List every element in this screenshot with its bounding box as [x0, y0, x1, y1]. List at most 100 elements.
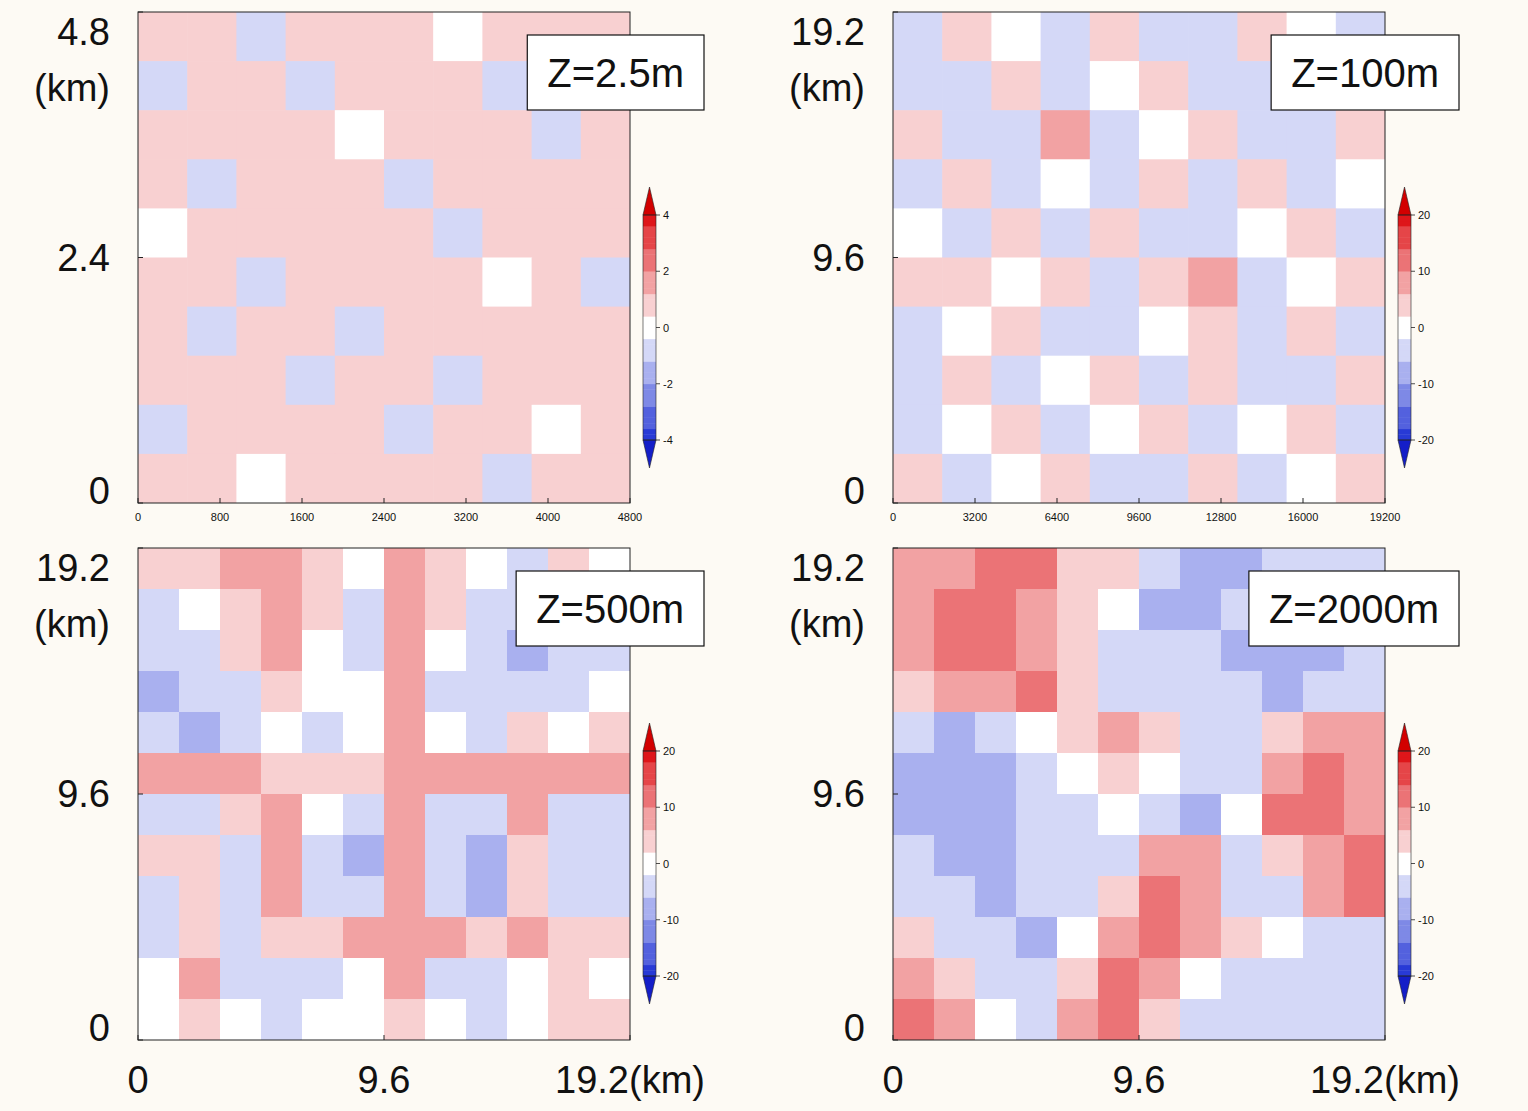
cell	[286, 307, 336, 357]
colorbar-band	[643, 892, 656, 898]
title-frame	[1249, 571, 1459, 646]
cell	[179, 589, 221, 631]
y-axis-unit: (km)	[34, 67, 110, 109]
cell	[1237, 307, 1287, 357]
cell	[236, 61, 286, 111]
cell	[138, 589, 180, 631]
cell	[1041, 159, 1091, 209]
colorbar-band	[643, 931, 656, 937]
cell	[335, 208, 385, 258]
colorbar-band	[643, 328, 656, 334]
colorbar-tick-label: 10	[1418, 265, 1430, 277]
cell	[384, 307, 434, 357]
cell	[1303, 876, 1345, 918]
colorbar-band	[643, 260, 656, 266]
cell	[384, 835, 426, 877]
cell	[286, 405, 336, 455]
cell	[934, 630, 976, 672]
cell	[975, 589, 1017, 631]
cell	[532, 405, 582, 455]
colorbar-band	[643, 395, 656, 401]
cell	[1016, 548, 1058, 590]
cell	[384, 876, 426, 918]
colorbar-frame	[1398, 751, 1411, 976]
colorbar-tick-label: -20	[1418, 970, 1434, 982]
cell	[532, 307, 582, 357]
y-tick-label: 9.6	[57, 773, 110, 815]
cell	[1237, 356, 1287, 406]
cell	[433, 110, 483, 160]
cell	[138, 454, 188, 503]
cell	[335, 405, 385, 455]
cell	[384, 12, 434, 62]
cell	[433, 159, 483, 209]
cell	[1139, 958, 1181, 1000]
colorbar-band	[1398, 384, 1411, 390]
colorbar-band	[1398, 226, 1411, 232]
cell	[893, 589, 935, 631]
cell	[1303, 999, 1345, 1040]
cell	[548, 917, 590, 959]
cell	[138, 356, 188, 406]
cell	[384, 671, 426, 713]
cell	[384, 794, 426, 836]
colorbar-band	[1398, 232, 1411, 238]
panel-title: Z=500m	[536, 587, 684, 631]
title-box: Z=500m	[516, 571, 704, 646]
cell	[261, 835, 303, 877]
colorbar-tick	[1411, 383, 1415, 384]
cell	[1016, 958, 1058, 1000]
cell	[138, 159, 188, 209]
cell	[1180, 999, 1222, 1040]
cell	[343, 753, 385, 795]
title-frame	[1271, 35, 1459, 110]
cell	[991, 258, 1041, 308]
cell	[1262, 876, 1304, 918]
cell	[425, 835, 467, 877]
cell	[1057, 917, 1099, 959]
cell	[179, 753, 221, 795]
colorbar-band	[643, 283, 656, 289]
colorbar-tick-label: 4	[663, 209, 669, 221]
cell	[1344, 712, 1385, 754]
colorbar-band	[643, 785, 656, 791]
colorbar-band	[643, 965, 656, 971]
colorbar-band	[643, 277, 656, 283]
cell	[286, 208, 336, 258]
cell	[179, 630, 221, 672]
colorbar-band	[1398, 288, 1411, 294]
cell	[1262, 712, 1304, 754]
cell	[343, 999, 385, 1040]
cell	[1180, 958, 1222, 1000]
cell	[220, 876, 262, 918]
cell	[548, 753, 590, 795]
cell	[1139, 589, 1181, 631]
cell	[138, 630, 180, 672]
cell	[302, 876, 344, 918]
cell	[991, 208, 1041, 258]
cell	[1139, 794, 1181, 836]
cell	[482, 61, 532, 111]
colorbar-tick-label: 20	[1418, 745, 1430, 757]
colorbar-band	[1398, 909, 1411, 915]
cell	[1139, 307, 1189, 357]
colorbar-band	[1398, 959, 1411, 965]
cell	[433, 12, 483, 62]
cell	[261, 671, 303, 713]
y-tick-label: 9.6	[812, 237, 865, 279]
cell	[261, 753, 303, 795]
cell	[1098, 876, 1140, 918]
cell	[975, 835, 1017, 877]
colorbar-tick	[656, 215, 660, 216]
colorbar-band	[1398, 333, 1411, 339]
colorbar-band	[1398, 768, 1411, 774]
cell	[1188, 12, 1238, 62]
colorbar-tick	[1411, 271, 1415, 272]
cell	[1262, 794, 1304, 836]
colorbar-band	[643, 909, 656, 915]
colorbar-band	[1398, 757, 1411, 763]
cell	[482, 258, 532, 308]
cell	[893, 794, 935, 836]
cell	[975, 671, 1017, 713]
cell	[466, 835, 508, 877]
